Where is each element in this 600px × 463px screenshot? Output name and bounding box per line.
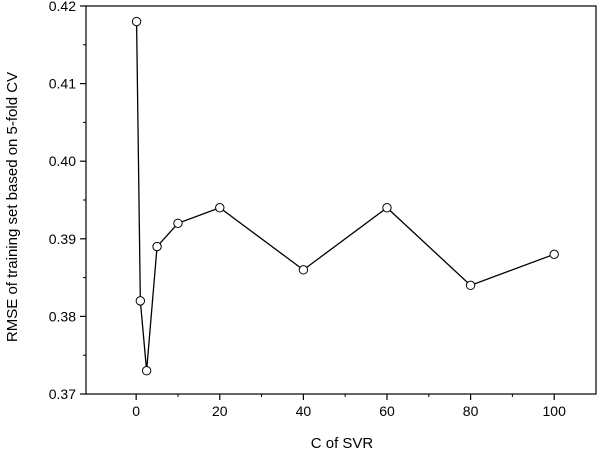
y-axis-title: RMSE of training set based on 5-fold CV	[4, 72, 21, 342]
y-tick-label: 0.37	[49, 386, 76, 402]
x-axis-ticks: 0 20 40 60 80 100	[132, 394, 566, 419]
y-axis-ticks: 0.37 0.38 0.39 0.40 0.41 0.42	[49, 0, 86, 402]
plot-border	[85, 5, 597, 395]
data-point	[135, 296, 146, 306]
series-line	[135, 21, 555, 371]
data-point	[131, 16, 142, 27]
x-tick-label: 80	[463, 403, 479, 419]
data-point	[215, 203, 225, 213]
data-point	[173, 218, 183, 228]
y-tick-label: 0.39	[49, 231, 76, 247]
x-axis-title: C of SVR	[311, 435, 374, 452]
y-tick-label: 0.42	[49, 0, 76, 14]
x-tick-label: 0	[132, 403, 140, 419]
y-tick-label: 0.41	[49, 76, 76, 92]
x-tick-label: 100	[543, 403, 567, 419]
series-layer	[131, 16, 559, 376]
plot-frame	[85, 5, 597, 395]
data-point	[298, 265, 309, 275]
y-tick-label: 0.38	[49, 308, 76, 324]
data-point	[549, 249, 559, 260]
x-tick-label: 20	[212, 403, 228, 419]
x-tick-label: 40	[296, 403, 312, 419]
data-point	[465, 280, 476, 291]
x-tick-label: 60	[379, 403, 395, 419]
data-point	[141, 366, 152, 376]
y-tick-label: 0.40	[49, 153, 76, 169]
data-point	[152, 241, 162, 252]
data-point	[382, 203, 392, 213]
